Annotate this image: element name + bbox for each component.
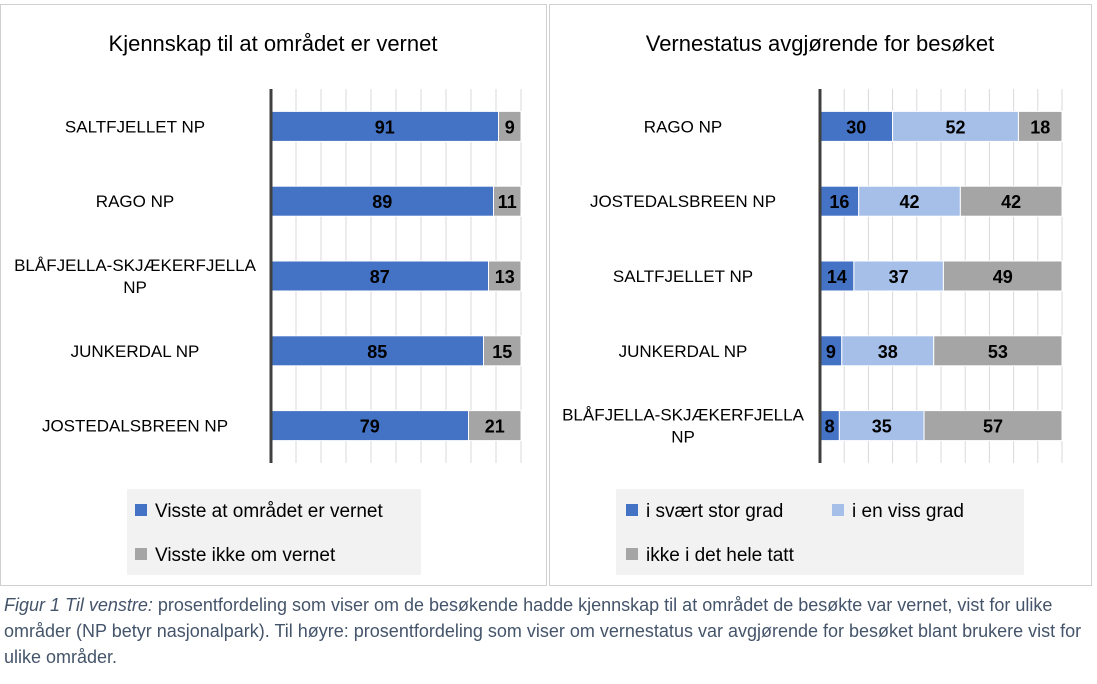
bar-saltfjellet-np-s2	[853, 260, 944, 292]
bar-rago-np-s2	[892, 110, 1019, 142]
data-label-junkerdal-np-s1: 85	[367, 342, 387, 362]
category-label-rago-np: RAGO NP	[644, 117, 722, 136]
caption-italic: Figur 1 Til venstre:	[4, 595, 153, 615]
bar-jostedalsbreen-np-s2	[468, 410, 522, 442]
data-label-saltfjellet-np-s2: 37	[889, 267, 909, 287]
data-label-saltfjellet-np-s3: 49	[993, 267, 1013, 287]
bar-rago-np-s1	[270, 185, 494, 217]
category-label-rago-np: RAGO NP	[96, 192, 174, 211]
legend-label-2: i en viss grad	[852, 501, 964, 522]
data-label-junkerdal-np-s3: 53	[988, 342, 1008, 362]
data-label-junkerdal-np-s2: 15	[492, 342, 512, 362]
chart-title: Vernestatus avgjørende for besøket	[646, 31, 995, 56]
data-label-blafjella-skjaekerfjella-np-s1: 8	[825, 417, 835, 437]
category-label-saltfjellet-np: SALTFJELLET NP	[65, 117, 205, 136]
bar-blafjella-skjaekerfjella-np-s1	[270, 260, 489, 292]
data-label-junkerdal-np-s2: 38	[878, 342, 898, 362]
bar-blafjella-skjaekerfjella-np-s2	[488, 260, 522, 292]
bar-jostedalsbreen-np-s1	[819, 185, 860, 217]
data-label-jostedalsbreen-np-s1: 79	[360, 417, 380, 437]
data-label-jostedalsbreen-np-s1: 16	[829, 192, 849, 212]
bar-blafjella-skjaekerfjella-np-s3	[923, 410, 1063, 442]
bar-saltfjellet-np-s2	[498, 110, 522, 142]
data-label-saltfjellet-np-s1: 91	[375, 117, 395, 137]
caption-text: prosentfordeling som viser om de besøken…	[4, 595, 1082, 667]
data-label-rago-np-s2: 11	[498, 192, 517, 212]
data-label-junkerdal-np-s1: 9	[826, 342, 836, 362]
left-chart: Kjennskap til at området er vernet SALTFJ…	[14, 31, 522, 575]
category-label-junkerdal-np: JUNKERDAL NP	[619, 342, 748, 361]
category-label-jostedalsbreen-np: JOSTEDALSBREEN NP	[590, 192, 776, 211]
data-label-saltfjellet-np-s2: 9	[505, 117, 515, 137]
data-label-blafjella-skjaekerfjella-np-s2: 35	[872, 417, 892, 437]
bar-junkerdal-np-s2	[841, 335, 935, 367]
data-label-rago-np-s1: 30	[846, 117, 866, 137]
bar-junkerdal-np-s2	[483, 335, 522, 367]
data-label-blafjella-skjaekerfjella-np-s1: 87	[370, 267, 390, 287]
right-chart-panel: Vernestatus avgjørende for besøket RAGO N…	[549, 4, 1092, 586]
bar-rago-np-s3	[1017, 110, 1063, 142]
data-label-blafjella-skjaekerfjella-np-s3: 57	[983, 417, 1003, 437]
legend-background	[616, 489, 1024, 575]
legend: i svært stor grad i en viss grad ikke i de…	[616, 489, 1024, 575]
legend-background	[127, 489, 421, 575]
data-label-blafjella-skjaekerfjella-np-s2: 13	[495, 267, 515, 287]
data-label-rago-np-s1: 89	[372, 192, 392, 212]
data-label-jostedalsbreen-np-s2: 42	[900, 192, 920, 212]
legend-swatch-2	[832, 504, 844, 516]
legend-swatch-2	[135, 548, 147, 560]
bar-saltfjellet-np-s3	[942, 260, 1063, 292]
legend-swatch-3	[626, 548, 638, 560]
data-label-jostedalsbreen-np-s2: 21	[485, 417, 505, 437]
bar-rago-np-s2	[493, 185, 522, 217]
data-label-rago-np-s2: 52	[946, 117, 966, 137]
bar-junkerdal-np-s3	[933, 335, 1063, 367]
bar-rago-np-s1	[819, 110, 894, 142]
legend-swatch-1	[135, 504, 147, 516]
figure-caption: Figur 1 Til venstre: prosentfordeling so…	[4, 592, 1094, 670]
bar-jostedalsbreen-np-s2	[858, 185, 961, 217]
right-chart: Vernestatus avgjørende for besøket RAGO N…	[562, 31, 1063, 575]
category-label-blafjella-skjaekerfjella-np: BLÅFJELLA-SKJÆKERFJELLA NP	[562, 406, 805, 447]
left-chart-panel: Kjennskap til at området er vernet SALTFJ…	[0, 4, 547, 586]
category-label-jostedalsbreen-np: JOSTEDALSBREEN NP	[42, 417, 228, 436]
legend-swatch-1	[626, 504, 638, 516]
legend-label-3: ikke i det hele tatt	[646, 545, 795, 566]
bar-jostedalsbreen-np-s3	[959, 185, 1063, 217]
data-label-rago-np-s3: 18	[1030, 117, 1050, 137]
chart-title: Kjennskap til at området er vernet	[109, 31, 438, 56]
legend-label-1: i svært stor grad	[646, 501, 783, 522]
legend-label-2: Visste ikke om vernet	[155, 545, 336, 566]
category-label-blafjella-skjaekerfjella-np: BLÅFJELLA-SKJÆKERFJELLA NP	[14, 256, 257, 297]
category-label-junkerdal-np: JUNKERDAL NP	[71, 342, 200, 361]
data-label-jostedalsbreen-np-s3: 42	[1001, 192, 1021, 212]
category-label-saltfjellet-np: SALTFJELLET NP	[613, 267, 753, 286]
legend-label-1: Visste at området er vernet	[155, 501, 383, 522]
data-label-saltfjellet-np-s1: 14	[827, 267, 847, 287]
legend: Visste at området er vernet Visste ikke o…	[127, 489, 421, 575]
